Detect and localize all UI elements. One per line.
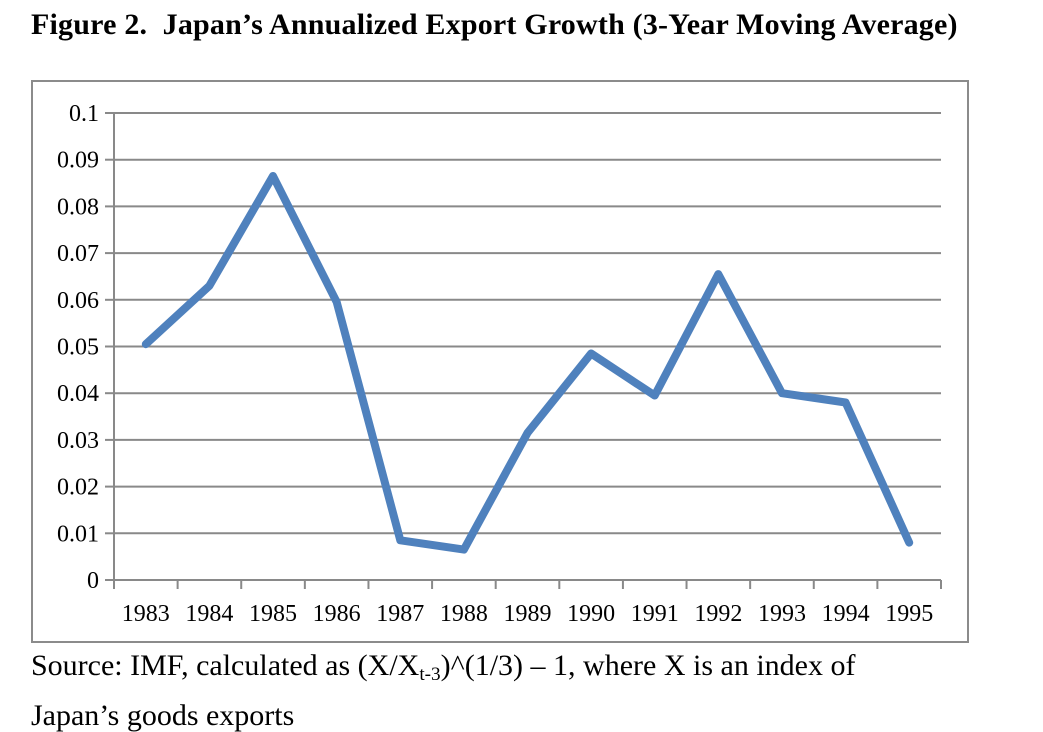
y-axis-label: 0.02: [57, 475, 99, 501]
y-axis-label: 0.01: [57, 521, 99, 547]
y-axis-label: 0.08: [57, 194, 99, 220]
y-axis-label: 0.1: [69, 101, 99, 127]
x-axis-label: 1985: [249, 601, 297, 627]
source-subscript: t-3: [419, 663, 441, 685]
x-axis-label: 1989: [504, 601, 552, 627]
y-axis-label: 0.06: [57, 288, 99, 314]
y-axis-label: 0.05: [57, 335, 99, 361]
source-line1-prefix: Source: IMF, calculated as (X/X: [31, 649, 420, 682]
x-axis-label: 1994: [822, 601, 870, 627]
source-line2: Japan’s goods exports: [31, 698, 295, 732]
y-axis-label: 0: [87, 568, 99, 594]
x-axis-label: 1983: [122, 601, 170, 627]
x-axis-label: 1986: [313, 601, 361, 627]
source-line1-suffix: )^(1/3) – 1, where X is an index of: [440, 649, 856, 682]
figure-title: Figure 2. Japan’s Annualized Export Grow…: [31, 8, 958, 41]
chart-border: [31, 80, 969, 643]
x-axis-label: 1993: [758, 601, 806, 627]
data-line-export-growth: [141, 172, 914, 554]
x-axis-label: 1995: [885, 601, 933, 627]
x-axis-label: 1991: [631, 601, 679, 627]
x-axis-label: 1992: [694, 601, 742, 627]
source-line1: Source: IMF, calculated as (X/Xt-3)^(1/3…: [31, 645, 981, 695]
y-axis-label: 0.07: [57, 241, 99, 267]
x-axis-label: 1984: [185, 601, 233, 627]
x-axis-label: 1988: [440, 601, 488, 627]
source-note: Source: IMF, calculated as (X/Xt-3)^(1/3…: [31, 645, 981, 732]
y-axis-label: 0.03: [57, 428, 99, 454]
x-axis-label: 1990: [567, 601, 615, 627]
y-axis-label: 0.04: [57, 381, 99, 407]
y-axis-label: 0.09: [57, 148, 99, 174]
x-axis-label: 1987: [376, 601, 424, 627]
